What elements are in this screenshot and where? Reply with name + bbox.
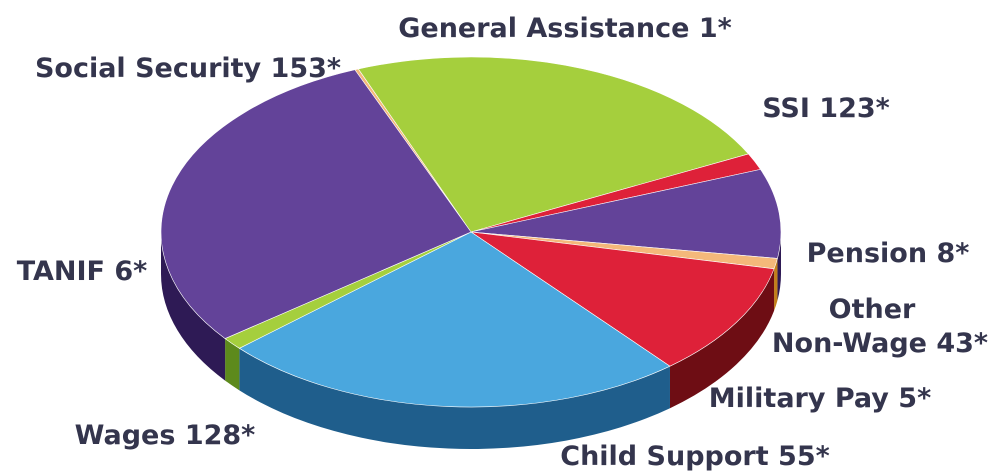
pie-slice-social-security — [160, 69, 472, 339]
pie-slice-other-non-wage — [470, 169, 782, 259]
label-tanif: TANIF 6* — [17, 256, 148, 287]
pie-slice-ssi — [358, 56, 749, 233]
pie-side-social-security — [161, 232, 226, 381]
label-ssi: SSI 123* — [762, 93, 890, 124]
label-other-line2: Non-Wage 43* — [772, 328, 988, 359]
pie-labels: General Assistance 1* SSI 123* Pension 8… — [17, 13, 988, 472]
label-general-assistance: General Assistance 1* — [398, 13, 732, 44]
pie-side-tanif — [225, 338, 240, 391]
label-social-security: Social Security 153* — [35, 53, 341, 84]
label-child-support: Child Support 55* — [560, 441, 829, 472]
pie-side-other-non-wage — [777, 232, 782, 301]
label-military-pay: Military Pay 5* — [709, 383, 931, 414]
pie-slice-wages — [239, 231, 671, 408]
label-wages: Wages 128* — [75, 420, 256, 451]
pie-side-military-pay — [774, 258, 778, 311]
label-other-line1: Other — [829, 294, 916, 325]
label-pension: Pension 8* — [807, 238, 970, 269]
pie-top — [160, 56, 782, 408]
pie-sides — [161, 232, 782, 449]
pie-slice-child-support — [470, 231, 775, 367]
pie-side-child-support — [669, 268, 775, 409]
pie-side-wages — [239, 348, 670, 449]
